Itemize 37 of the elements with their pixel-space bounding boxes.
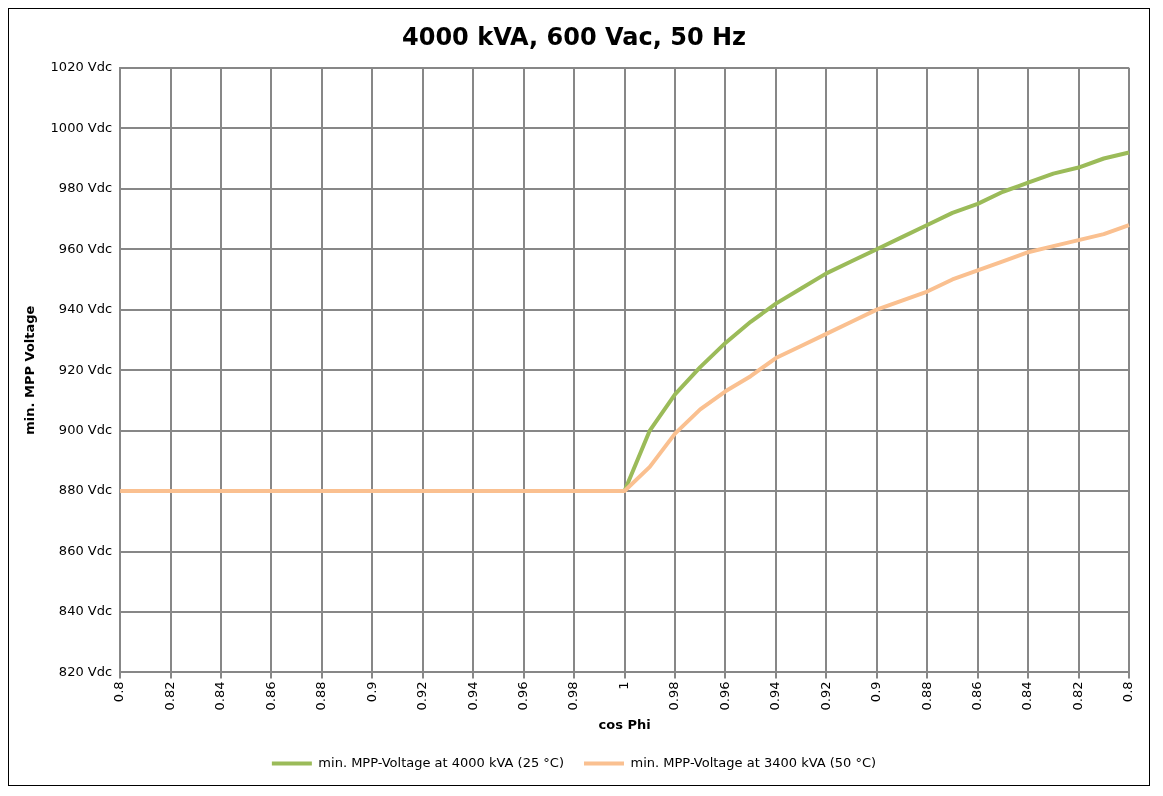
legend-label: min. MPP-Voltage at 3400 kVA (50 °C): [630, 754, 877, 770]
y-axis-title: min. MPP Voltage: [22, 305, 38, 435]
x-tick-label: 0.94: [767, 681, 783, 711]
x-tick-label: 0.82: [1069, 681, 1085, 711]
y-tick-label: 940 Vdc: [58, 301, 113, 317]
x-tick-label: 0.82: [161, 681, 177, 711]
y-tick-label: 1020 Vdc: [50, 59, 113, 75]
x-tick-label: 0.86: [262, 681, 278, 711]
y-tick-label: 980 Vdc: [58, 180, 113, 196]
x-tick-label: 1: [615, 681, 631, 690]
x-tick-label: 0.92: [414, 681, 430, 711]
y-tick-label: 880 Vdc: [58, 482, 113, 498]
y-tick-label: 840 Vdc: [58, 603, 113, 619]
chart-title: 4000 kVA, 600 Vac, 50 Hz: [402, 22, 746, 51]
x-tick-label: 0.86: [969, 681, 985, 711]
y-tick-label: 900 Vdc: [58, 421, 113, 437]
x-tick-label: 0.96: [515, 681, 531, 711]
x-tick-label: 0.9: [868, 681, 884, 703]
x-tick-label: 0.8: [1120, 681, 1136, 703]
x-tick-label: 0.96: [716, 681, 732, 711]
x-tick-label: 0.84: [1019, 681, 1035, 711]
x-tick-label: 0.98: [666, 681, 682, 711]
x-tick-label: 0.94: [464, 681, 480, 711]
x-tick-label: 0.88: [918, 681, 934, 711]
y-tick-label: 1000 Vdc: [50, 119, 113, 135]
x-tick-label: 0.84: [212, 681, 228, 711]
legend-label: min. MPP-Voltage at 4000 kVA (25 °C): [318, 754, 565, 770]
x-tick-label: 0.8: [111, 681, 127, 703]
y-tick-label: 960 Vdc: [58, 240, 113, 256]
x-tick-label: 0.92: [817, 681, 833, 711]
y-tick-label: 820 Vdc: [58, 663, 113, 679]
x-tick-label: 0.88: [313, 681, 329, 711]
x-tick-label: 0.9: [363, 681, 379, 703]
x-tick-label: 0.98: [565, 681, 581, 711]
y-tick-label: 860 Vdc: [58, 542, 113, 558]
y-tick-label: 920 Vdc: [58, 361, 113, 377]
x-axis-title: cos Phi: [598, 716, 651, 732]
